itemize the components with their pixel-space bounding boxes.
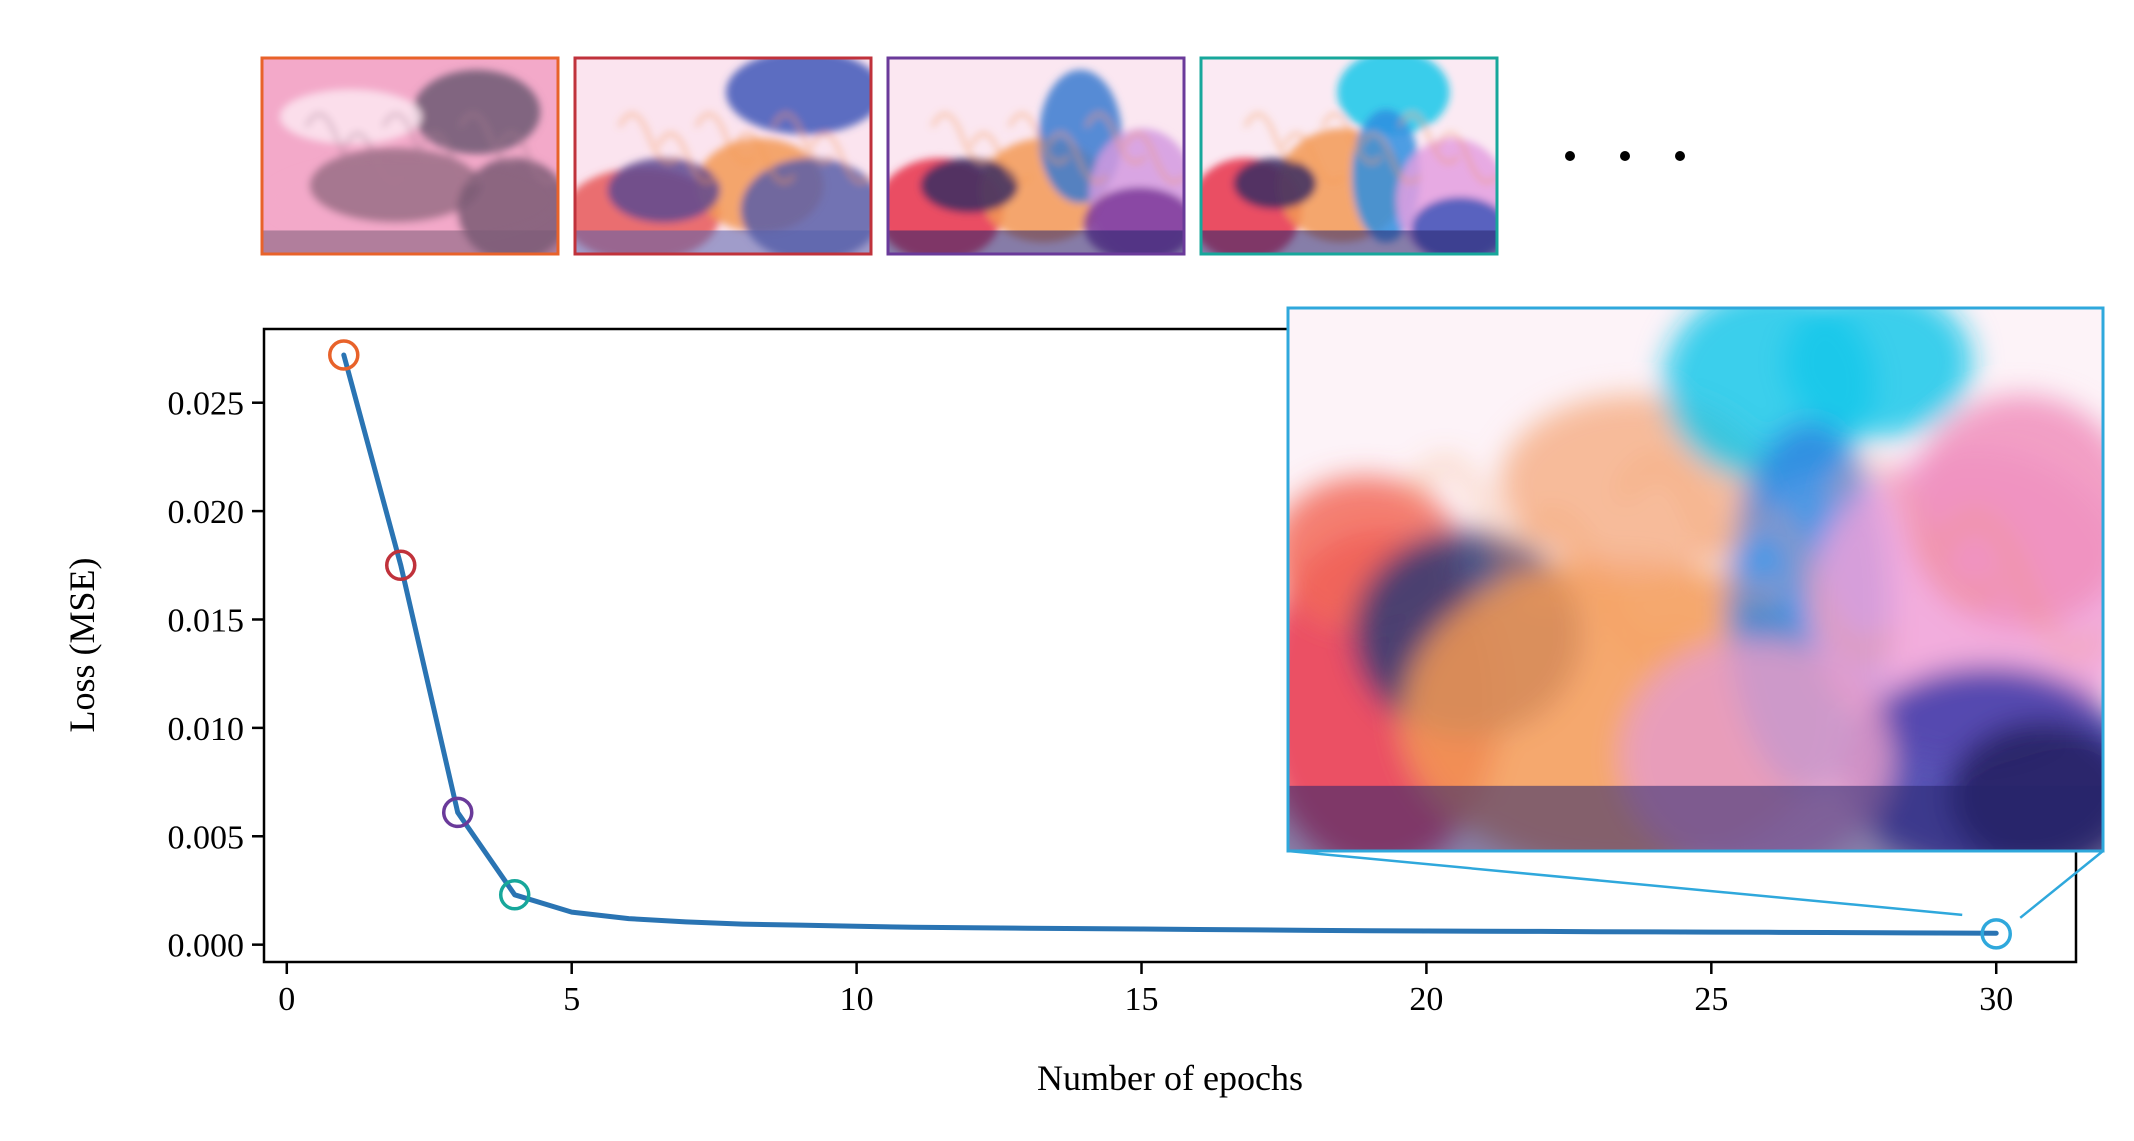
x-tick-label: 25 xyxy=(1694,981,1728,1018)
ink-wisp xyxy=(1084,112,1147,164)
ink-wisp xyxy=(1406,459,1577,602)
ink-wisp xyxy=(695,112,757,164)
x-tick-label: 10 xyxy=(840,981,874,1018)
x-tick-label: 15 xyxy=(1125,981,1159,1018)
ink-wisp xyxy=(931,112,993,164)
highlight-marker xyxy=(498,879,531,911)
ink-shadow xyxy=(888,230,1184,254)
y-tick-label: 0.020 xyxy=(168,494,245,531)
ink-shadow xyxy=(575,230,871,254)
ink-wisp xyxy=(969,132,1032,184)
ink-cloud xyxy=(725,58,871,135)
thumbnail-border xyxy=(886,56,1186,256)
ink-cloud xyxy=(309,148,482,223)
ink-wisp xyxy=(420,132,483,184)
ink-shadow xyxy=(1201,230,1497,254)
highlight-marker xyxy=(385,549,417,582)
x-tick-label: 20 xyxy=(1409,981,1443,1018)
ink-cloud xyxy=(920,157,1019,213)
ink-wisp xyxy=(497,132,558,184)
ink-wisp xyxy=(343,132,406,184)
loss-curve xyxy=(341,352,1999,936)
ellipsis-dot xyxy=(1620,151,1630,161)
ink-wisp xyxy=(1936,513,2103,656)
ink-wisp xyxy=(810,132,871,184)
thumbnail-border xyxy=(1199,56,1499,256)
ink-wisp xyxy=(771,112,834,164)
epoch-3-thumbnail xyxy=(888,58,1184,254)
ink-wisp xyxy=(1282,132,1345,184)
y-tick-label: 0.015 xyxy=(168,602,245,639)
ink-wisp xyxy=(305,112,367,164)
y-tick-label: 0.010 xyxy=(168,711,245,748)
ink-wisp xyxy=(1436,132,1497,184)
ellipsis-dot xyxy=(1675,151,1685,161)
epoch-30-image xyxy=(1288,308,2103,851)
x-axis-label: Number of epochs xyxy=(1037,1058,1303,1098)
axes: 0 5 10 15 20 25 30 0.000 0.005 0.010 0.015 0.020 0.0… xyxy=(168,386,2014,1018)
y-tick-label: 0.000 xyxy=(168,928,245,965)
ink-clouds xyxy=(888,69,1184,254)
ink-clouds xyxy=(1288,308,2103,851)
thumbnail-border xyxy=(260,56,560,256)
ink-cloud xyxy=(740,157,871,254)
highlight-markers xyxy=(328,339,2012,950)
ink-wisp xyxy=(1244,112,1306,164)
ink-shadow xyxy=(1288,785,2103,851)
ink-wisp xyxy=(1321,112,1383,164)
ink-shadow xyxy=(262,230,558,254)
x-tick-label: 0 xyxy=(278,981,295,1018)
training-progress-thumbnails xyxy=(260,56,1499,256)
ink-wisp xyxy=(618,112,680,164)
epoch-1-thumbnail xyxy=(262,58,558,254)
ink-cloud xyxy=(1337,58,1450,135)
ink-cloud xyxy=(1785,308,1973,439)
ink-wisp xyxy=(1046,132,1109,184)
ink-clouds xyxy=(264,69,558,254)
highlight-marker xyxy=(328,339,360,371)
y-tick-label: 0.005 xyxy=(168,819,245,856)
highlight-marker xyxy=(1980,918,2012,950)
ink-wisp xyxy=(1359,132,1422,184)
epoch-4-thumbnail xyxy=(1201,58,1497,254)
zoom-connector xyxy=(1287,849,2104,919)
ink-cloud xyxy=(279,89,422,145)
ink-wisp xyxy=(458,112,521,164)
ink-wisp xyxy=(1123,132,1184,184)
ink-cloud xyxy=(607,157,721,223)
ink-wisp xyxy=(1724,513,1895,656)
thumbnail-border xyxy=(573,56,873,256)
ellipsis-dot xyxy=(1565,151,1575,161)
ink-wisp xyxy=(382,112,444,164)
epoch-2-thumbnail xyxy=(575,58,871,254)
x-tick-label: 5 xyxy=(563,981,580,1018)
ink-wisp xyxy=(656,132,719,184)
ink-cloud xyxy=(1907,394,2103,629)
ink-cloud xyxy=(1233,157,1317,209)
ink-wisp xyxy=(1008,112,1070,164)
x-tick-label: 30 xyxy=(1979,981,2013,1018)
ink-wisp xyxy=(1397,112,1460,164)
inset-border xyxy=(1286,306,2105,853)
y-axis-label: Loss (MSE) xyxy=(62,557,102,732)
ink-wisp xyxy=(1618,459,1789,602)
ink-cloud xyxy=(457,157,558,254)
zoom-connector-line xyxy=(2019,850,2104,919)
highlight-marker xyxy=(441,796,474,829)
ink-wisp xyxy=(733,132,796,184)
zoom-connector-line xyxy=(1287,849,1963,917)
loss-line xyxy=(341,352,1999,936)
epoch-30-inset xyxy=(1286,306,2105,853)
ink-wisp xyxy=(1512,513,1683,656)
y-tick-label: 0.025 xyxy=(168,386,245,423)
ink-wisp xyxy=(1830,459,2001,602)
ellipsis xyxy=(1565,151,1685,161)
